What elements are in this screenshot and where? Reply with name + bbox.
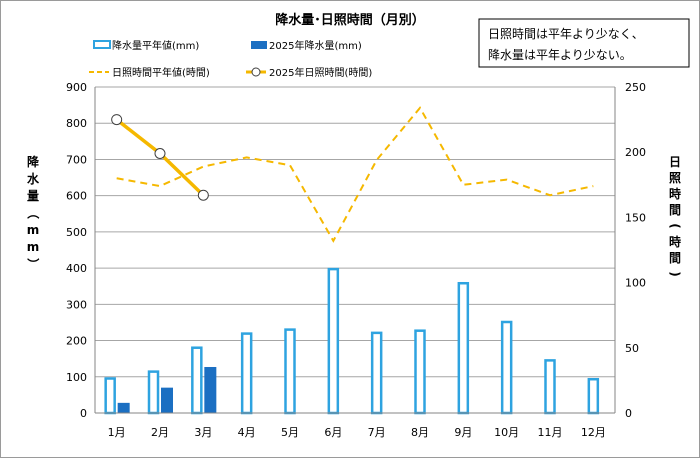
y-left-tick-label: 400 — [66, 262, 87, 275]
x-tick-label: 6月 — [324, 426, 342, 439]
y-left-tick-label: 0 — [80, 407, 87, 420]
bar-normal — [104, 377, 116, 415]
bar-normal — [191, 346, 203, 415]
y-right-tick-label: 200 — [625, 146, 646, 159]
y-axis-label-right-char: 時 — [669, 234, 681, 249]
bar-normal — [457, 281, 470, 415]
bar-normal — [414, 329, 426, 415]
y-axis-label-right-char: ) — [668, 271, 682, 276]
y-right-tick-label: 150 — [625, 211, 646, 224]
x-tick-label: 10月 — [494, 426, 519, 439]
y-axis-label-right-char: 日 — [669, 155, 681, 169]
bar-normal — [240, 332, 253, 415]
bar-2025 — [117, 402, 130, 413]
y-left-tick-label: 900 — [66, 81, 87, 94]
y-left-tick-label: 200 — [66, 335, 87, 348]
x-tick-label: 2月 — [151, 426, 169, 439]
bar-2025 — [204, 366, 217, 413]
y-left-tick-label: 500 — [66, 226, 87, 239]
bar-normal — [500, 320, 513, 415]
y-left-tick-label: 800 — [66, 117, 87, 130]
bar-normal — [147, 370, 160, 415]
y-axis-label-right-char: 時 — [669, 186, 681, 201]
annotation-box: 日照時間は平年より少なく、 降水量は平年より少ない。 — [478, 18, 690, 68]
y-axis-label-left-char: m — [27, 223, 40, 237]
legend-label-line-2025: 2025年日照時間(時間) — [269, 66, 372, 79]
y-axis-label-right-char: 間 — [669, 251, 681, 265]
bar-2025 — [161, 387, 173, 413]
x-tick-label: 5月 — [281, 426, 299, 439]
legend-label-line-normal: 日照時間平年値(時間) — [112, 66, 210, 79]
axes: 0 100 200 300 400 500 600 700 800 900 0 50 100 150 200… — [66, 81, 646, 439]
y-right-tick-label: 250 — [625, 81, 646, 94]
bar-normal — [327, 267, 340, 415]
annotation-line-2: 降水量は平年より少ない。 — [488, 48, 632, 62]
line-sunshine-normal — [116, 106, 594, 243]
x-tick-label: 8月 — [411, 426, 429, 439]
y-axis-label-right: 日照時間(時間) — [668, 155, 682, 277]
y-axis-label-left-char: ） — [26, 258, 41, 270]
y-axis-label-left-char: 水 — [27, 171, 40, 186]
legend-label-bar-2025: 2025年降水量(mm) — [269, 39, 362, 52]
y-axis-label-left-char: 量 — [27, 189, 39, 203]
point-sunshine-2025 — [197, 189, 209, 201]
y-axis-label-right-char: 照 — [669, 170, 681, 185]
y-axis-label-left-char: （ — [26, 207, 41, 219]
bar-normal — [284, 328, 296, 415]
y-left-tick-label: 600 — [66, 190, 87, 203]
legend-swatch-bar-2025 — [251, 41, 267, 49]
bar-normal — [544, 359, 556, 415]
legend-marker-line-2025 — [251, 67, 261, 77]
x-tick-label: 1月 — [108, 426, 126, 439]
y-axis-label-right-char: ( — [668, 223, 682, 228]
legend: 降水量平年値(mm) 2025年降水量(mm) 日照時間平年値(時間) 2025… — [89, 39, 372, 79]
y-left-tick-label: 300 — [66, 298, 87, 311]
annotation-line-1: 日照時間は平年より少なく、 — [488, 27, 644, 41]
y-left-tick-label: 100 — [66, 371, 87, 384]
x-tick-label: 9月 — [454, 426, 472, 439]
lines — [111, 106, 594, 243]
legend-swatch-bar-normal — [93, 40, 111, 49]
x-tick-label: 4月 — [238, 426, 256, 439]
y-axis-label-left-char: 降 — [27, 154, 40, 169]
point-sunshine-2025 — [154, 148, 166, 160]
gridlines — [95, 86, 615, 378]
x-tick-label: 11月 — [538, 426, 563, 439]
y-axis-label-left: 降水量 （ mm ） — [26, 154, 41, 270]
bar-normal — [587, 377, 600, 415]
point-sunshine-2025 — [111, 114, 123, 126]
y-axis-label-right-char: 間 — [669, 203, 681, 217]
x-tick-label: 12月 — [581, 426, 606, 439]
y-left-tick-label: 700 — [66, 153, 87, 166]
legend-label-bar-normal: 降水量平年値(mm) — [112, 39, 199, 52]
x-tick-label: 3月 — [194, 426, 212, 439]
y-right-tick-label: 0 — [625, 407, 632, 420]
chart-title: 降水量･日照時間（月別） — [275, 12, 425, 28]
y-axis-label-left-char: m — [27, 240, 40, 254]
bar-normal — [370, 331, 383, 415]
y-right-tick-label: 50 — [625, 342, 639, 355]
y-right-tick-label: 100 — [625, 277, 646, 290]
x-tick-label: 7月 — [368, 426, 386, 439]
